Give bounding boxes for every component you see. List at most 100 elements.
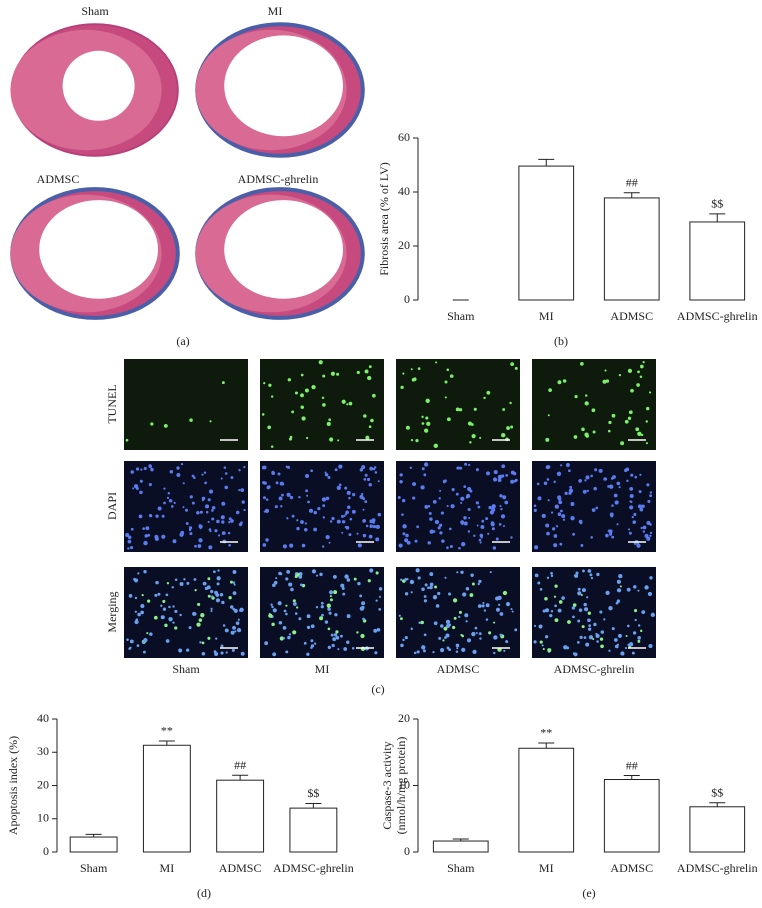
bar	[603, 197, 660, 301]
nucleus	[616, 523, 619, 526]
nucleus	[423, 462, 429, 467]
nucleus	[265, 538, 269, 542]
micrograph	[396, 359, 520, 450]
nucleus	[215, 637, 218, 640]
nucleus	[435, 361, 438, 364]
image-label: ADMSC-ghrelin	[238, 172, 319, 186]
nucleus	[461, 647, 466, 653]
nucleus	[272, 652, 277, 657]
nucleus	[292, 599, 296, 603]
nucleus	[491, 527, 495, 531]
nucleus	[221, 531, 226, 536]
nucleus	[577, 619, 581, 623]
nucleus	[489, 571, 492, 574]
nucleus	[203, 471, 207, 474]
nucleus	[374, 471, 378, 474]
nucleus	[544, 597, 548, 601]
nucleus	[456, 571, 459, 574]
nucleus	[587, 618, 591, 623]
nucleus	[304, 522, 307, 525]
nucleus	[455, 650, 459, 653]
nucleus	[483, 396, 486, 400]
nucleus	[185, 522, 189, 525]
nucleus	[183, 578, 186, 581]
nucleus	[554, 584, 558, 588]
nucleus	[583, 602, 587, 607]
nucleus	[465, 620, 468, 623]
nucleus	[143, 540, 148, 546]
nucleus	[374, 651, 378, 655]
nucleus	[349, 517, 353, 521]
nucleus	[580, 544, 584, 547]
nucleus	[466, 638, 472, 643]
nucleus	[211, 506, 216, 510]
nucleus	[286, 570, 291, 574]
nucleus	[291, 410, 295, 414]
nucleus	[600, 630, 605, 634]
nucleus	[427, 541, 431, 545]
micrograph	[124, 359, 248, 450]
nucleus	[341, 586, 345, 590]
nucleus	[477, 505, 481, 509]
nucleus	[188, 626, 192, 630]
nucleus	[241, 500, 245, 504]
nucleus	[567, 620, 571, 624]
nucleus	[172, 621, 175, 624]
nucleus	[193, 476, 196, 479]
nucleus	[264, 508, 270, 513]
nucleus	[583, 636, 587, 639]
significance-label: ##	[626, 758, 638, 772]
nucleus	[618, 486, 621, 489]
nucleus	[434, 519, 440, 525]
nucleus	[488, 631, 492, 635]
nucleus	[578, 608, 583, 612]
nucleus	[342, 592, 346, 596]
nucleus	[415, 568, 420, 573]
nucleus	[537, 581, 541, 585]
nucleus	[469, 593, 474, 597]
x-tick-label: Sham	[80, 861, 108, 875]
nucleus	[295, 606, 299, 609]
nucleus	[328, 611, 332, 615]
nucleus	[148, 513, 153, 518]
nucleus	[648, 391, 652, 394]
nucleus	[189, 495, 193, 499]
nucleus	[577, 591, 582, 596]
nucleus	[492, 546, 497, 550]
nucleus	[584, 607, 589, 612]
nucleus	[631, 651, 635, 655]
nucleus	[305, 473, 310, 478]
nucleus	[232, 581, 236, 584]
nucleus	[317, 507, 321, 511]
micrograph	[532, 461, 656, 552]
nucleus	[402, 372, 405, 375]
nucleus	[625, 635, 628, 638]
bar	[518, 165, 575, 301]
micrograph	[260, 461, 384, 552]
nucleus	[509, 401, 512, 405]
nucleus	[464, 462, 468, 466]
nucleus	[645, 420, 648, 423]
nucleus	[272, 583, 276, 588]
nucleus	[636, 543, 641, 548]
nucleus	[499, 612, 504, 616]
nucleus	[625, 467, 630, 472]
nucleus	[628, 531, 632, 535]
nucleus	[542, 647, 545, 651]
nucleus	[568, 488, 574, 493]
nucleus	[438, 636, 442, 640]
nucleus	[329, 595, 332, 598]
y-tick-label: 20	[398, 711, 410, 725]
nucleus	[642, 360, 645, 364]
nucleus	[649, 576, 653, 580]
nucleus	[647, 499, 651, 503]
nucleus	[199, 641, 202, 644]
nucleus	[463, 485, 467, 489]
nucleus	[294, 575, 298, 579]
micrograph	[260, 359, 384, 450]
nucleus	[210, 607, 213, 610]
nucleus	[440, 624, 444, 628]
nucleus	[359, 594, 363, 598]
nucleus	[357, 581, 361, 586]
